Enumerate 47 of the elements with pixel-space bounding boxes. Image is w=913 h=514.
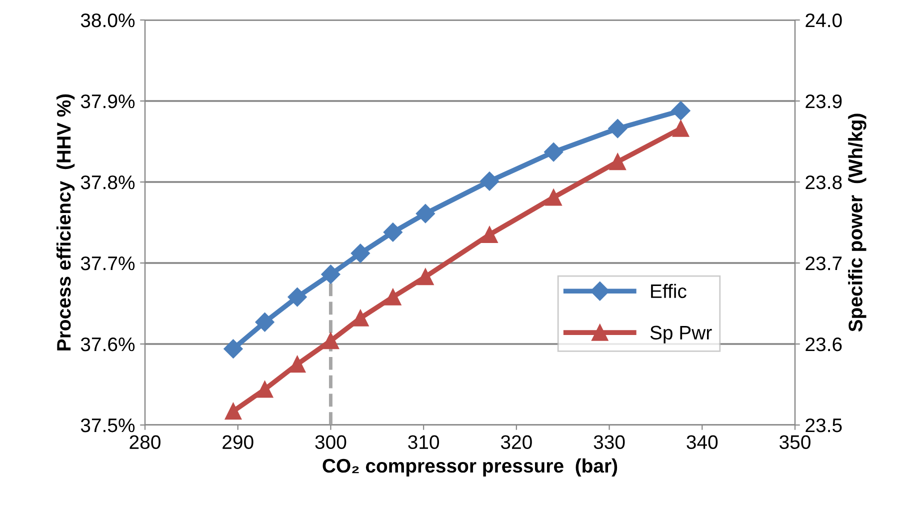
point [383,222,402,242]
y-tick-label: 37.6% [80,337,135,352]
y-axis-title: Process efficiency (HHV %) [56,94,75,350]
y2-tick-label: 23.6 [806,337,842,352]
point [384,288,402,306]
x-tick-label: 350 [780,435,810,450]
point [224,339,243,358]
y-tick-label: 38.0% [80,13,135,28]
x-tick-label: 280 [130,435,160,450]
x-tick-label: 340 [686,435,718,450]
point [672,120,690,137]
y-tick-label: 37.8% [80,175,135,190]
point [417,268,434,286]
point [481,226,498,243]
point [350,244,370,263]
point [322,332,340,350]
x-tick-label: 300 [315,435,346,450]
point [288,287,307,307]
y-tick-label: 37.7% [80,256,135,270]
point [671,101,690,120]
y2-tick-label: 23.9 [806,94,842,108]
point [544,142,564,162]
x-tick-label: 310 [408,435,440,450]
y2-axis-title: Specific power (Wh/kg) [848,114,866,332]
x-tick-label: 330 [594,435,625,450]
point [545,189,562,206]
legend-label: Effic [651,284,686,298]
point [224,402,242,420]
y-tick-label: 37.9% [80,94,135,108]
point [352,310,369,326]
y2-tick-label: 23.8 [806,175,842,190]
point [609,153,626,170]
legend-label: Sp Pwr [650,326,712,344]
x-axis-title: CO₂ compressor pressure (bar) [322,458,618,477]
point [416,204,435,224]
point [480,172,500,191]
x-tick-label: 320 [500,435,532,450]
y2-tick-label: 23.5 [806,418,842,432]
y2-tick-label: 24.0 [806,13,842,28]
y-tick-label: 37.5% [80,418,135,432]
x-tick-label: 290 [222,435,254,450]
point [608,119,628,138]
point [255,312,274,332]
point [321,264,340,284]
point [256,381,274,398]
y2-tick-label: 23.7 [806,256,842,270]
point [288,356,306,373]
